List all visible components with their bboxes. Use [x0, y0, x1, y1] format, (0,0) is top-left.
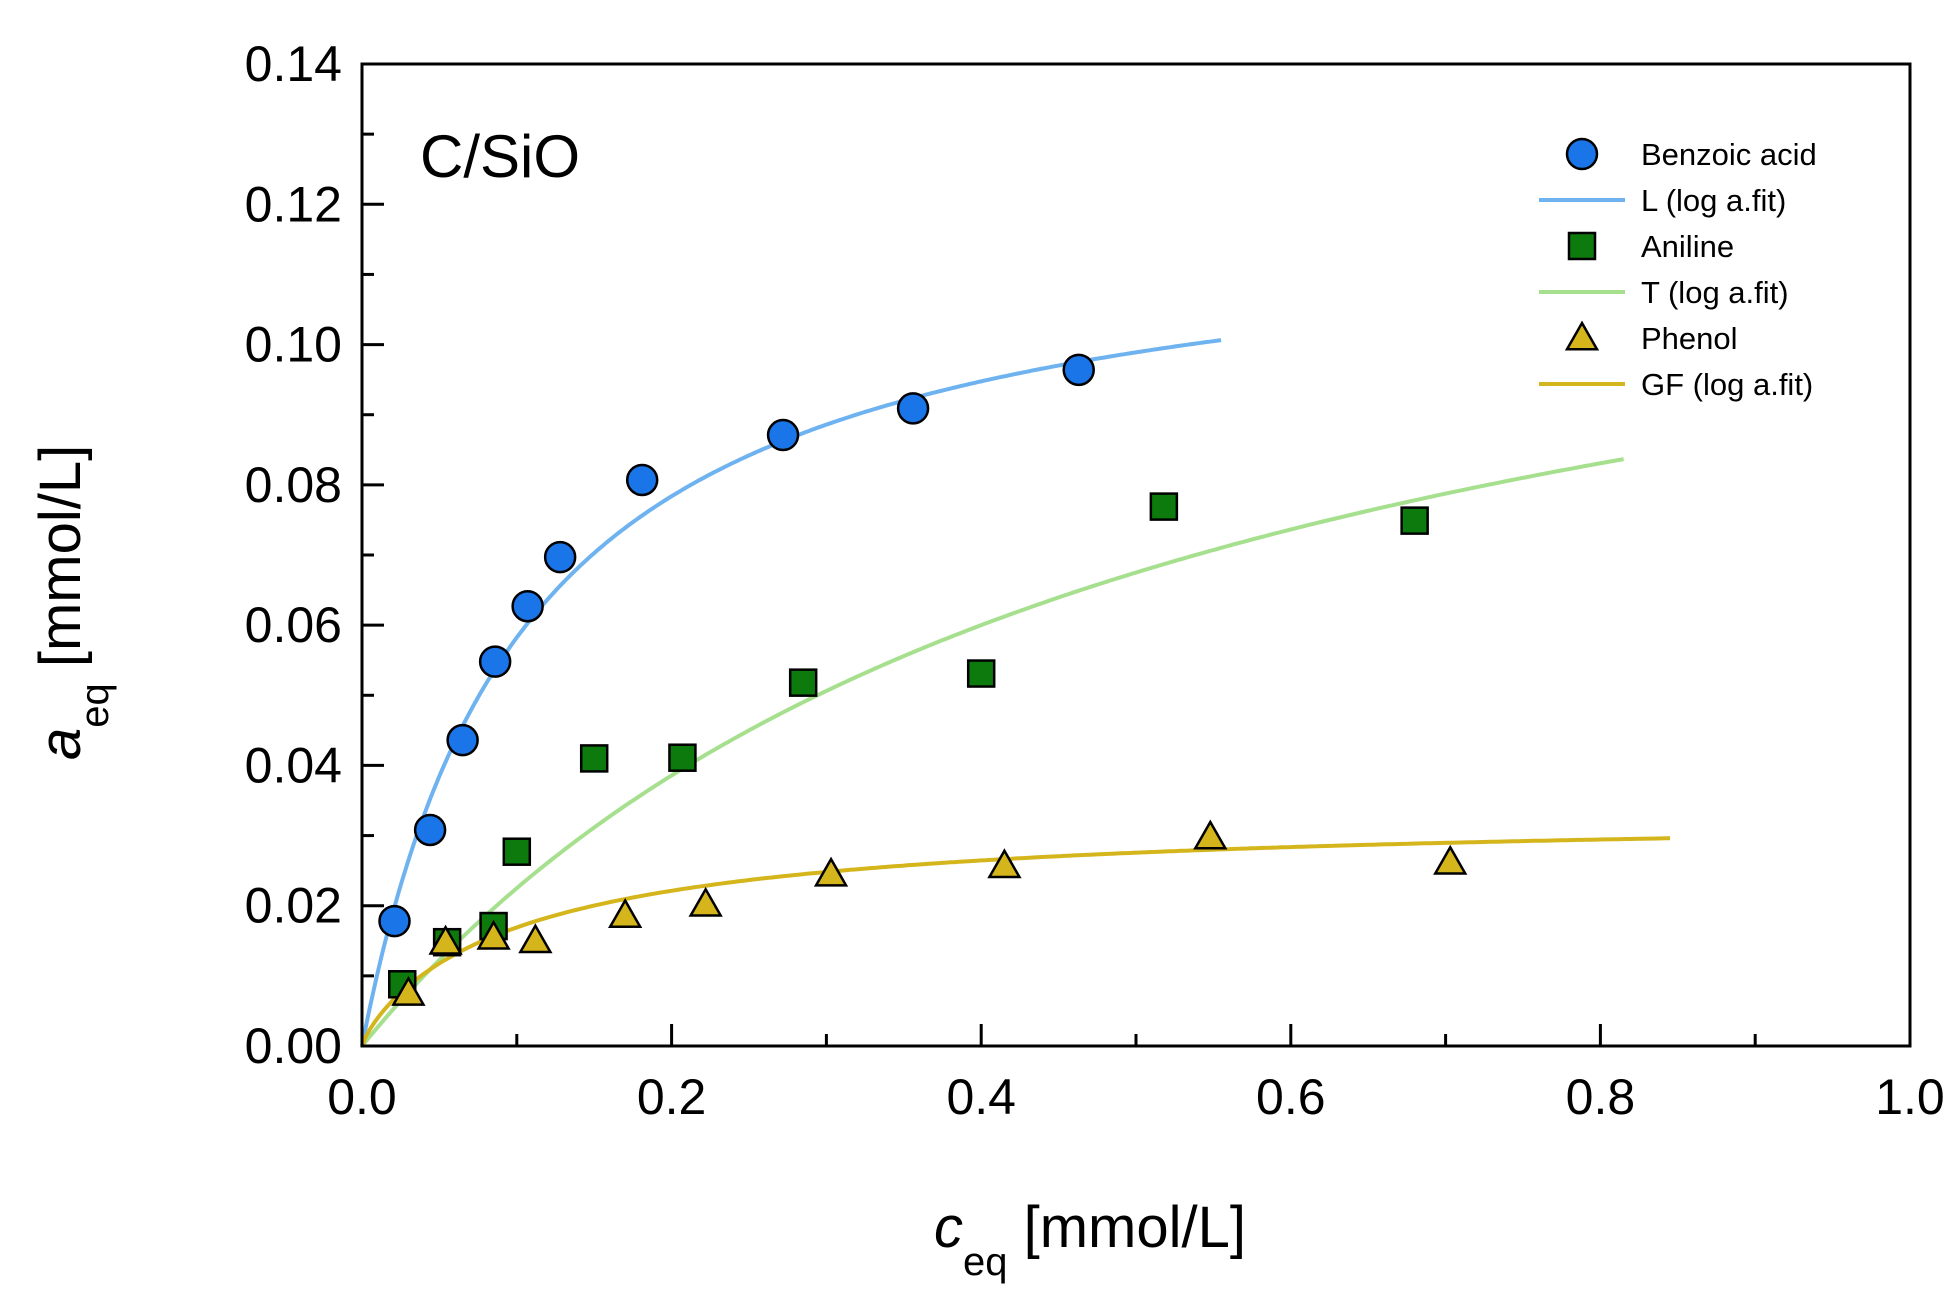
y-axis-unit: [mmol/L] — [28, 445, 93, 684]
x-tick-label: 0.6 — [1256, 1069, 1326, 1125]
point-benzoic — [511, 589, 544, 623]
point-phenol — [428, 924, 463, 955]
legend-label: Aniline — [1641, 229, 1734, 264]
point-aniline — [668, 743, 697, 772]
tick-labels: 0.0 0.2 0.4 0.6 0.8 1.0 0.00 0.02 0.04 0.06 0.08 0.… — [245, 36, 1945, 1125]
legend-marker-benzoic — [1565, 137, 1599, 171]
legend-label: Phenol — [1641, 321, 1738, 356]
y-tick-label: 0.06 — [245, 597, 342, 653]
legend-marker-aniline — [1567, 231, 1597, 261]
legend-label: GF (log a.fit) — [1641, 367, 1813, 402]
point-phenol — [813, 856, 849, 887]
y-tick-label: 0.14 — [245, 36, 342, 92]
x-axis-title: ceq [mmol/L] — [934, 1195, 1246, 1284]
x-axis-subscript: eq — [963, 1240, 1008, 1284]
point-benzoic — [413, 813, 447, 847]
x-tick-label: 0.8 — [1566, 1069, 1636, 1125]
point-benzoic — [543, 540, 577, 574]
point-benzoic — [378, 904, 411, 938]
fit-lines — [360, 338, 1671, 1048]
point-phenol — [987, 848, 1022, 879]
y-tick-label: 0.12 — [245, 176, 342, 232]
legend-label: L (log a.fit) — [1641, 183, 1786, 218]
svg-text:aeq [mmol/L]: aeq [mmol/L] — [28, 445, 117, 760]
point-phenol — [391, 975, 426, 1006]
plot-frame — [360, 62, 1912, 1048]
legend-marker-phenol — [1564, 320, 1600, 351]
y-tick-label: 0.08 — [245, 457, 342, 513]
x-tick-label: 0.4 — [946, 1069, 1016, 1125]
point-benzoic — [478, 645, 512, 678]
y-axis-subscript: eq — [73, 683, 117, 728]
x-axis-unit: [mmol/L] — [1008, 1195, 1247, 1260]
point-phenol — [608, 898, 643, 929]
point-aniline — [502, 837, 532, 866]
svg-text:ceq [mmol/L]: ceq [mmol/L] — [934, 1195, 1246, 1284]
data-points — [378, 353, 1468, 1006]
y-tick-label: 0.02 — [245, 878, 342, 934]
point-phenol — [688, 886, 723, 917]
point-phenol — [1433, 844, 1468, 875]
point-benzoic — [625, 463, 659, 497]
fit-line-t — [360, 457, 1624, 1048]
point-aniline — [788, 668, 818, 697]
point-benzoic — [766, 418, 800, 452]
y-axis-variable: a — [28, 728, 93, 760]
y-axis-title: aeq [mmol/L] — [28, 445, 117, 760]
y-tick-label: 0.10 — [245, 317, 342, 373]
legend-label: Benzoic acid — [1641, 137, 1817, 172]
x-tick-label: 0.0 — [327, 1069, 397, 1125]
point-phenol — [518, 923, 553, 954]
x-tick-label: 0.2 — [637, 1069, 707, 1125]
point-aniline — [579, 744, 609, 773]
point-phenol — [1193, 819, 1228, 850]
y-tick-label: 0.00 — [245, 1018, 342, 1074]
point-benzoic — [896, 392, 930, 425]
point-aniline — [966, 659, 996, 688]
point-aniline — [1149, 492, 1179, 521]
legend-label: T (log a.fit) — [1641, 275, 1789, 310]
y-tick-label: 0.04 — [245, 737, 342, 793]
panel-label: C/SiO — [420, 123, 580, 190]
point-phenol — [476, 919, 511, 950]
fit-line-gf — [360, 836, 1671, 1047]
point-benzoic — [1062, 353, 1095, 387]
x-axis-variable: c — [934, 1195, 963, 1260]
x-tick-label: 1.0 — [1875, 1069, 1945, 1125]
point-benzoic — [446, 723, 479, 757]
legend: Benzoic acid L (log a.fit) Aniline T (log a… — [1539, 137, 1817, 402]
point-aniline — [1400, 506, 1429, 535]
